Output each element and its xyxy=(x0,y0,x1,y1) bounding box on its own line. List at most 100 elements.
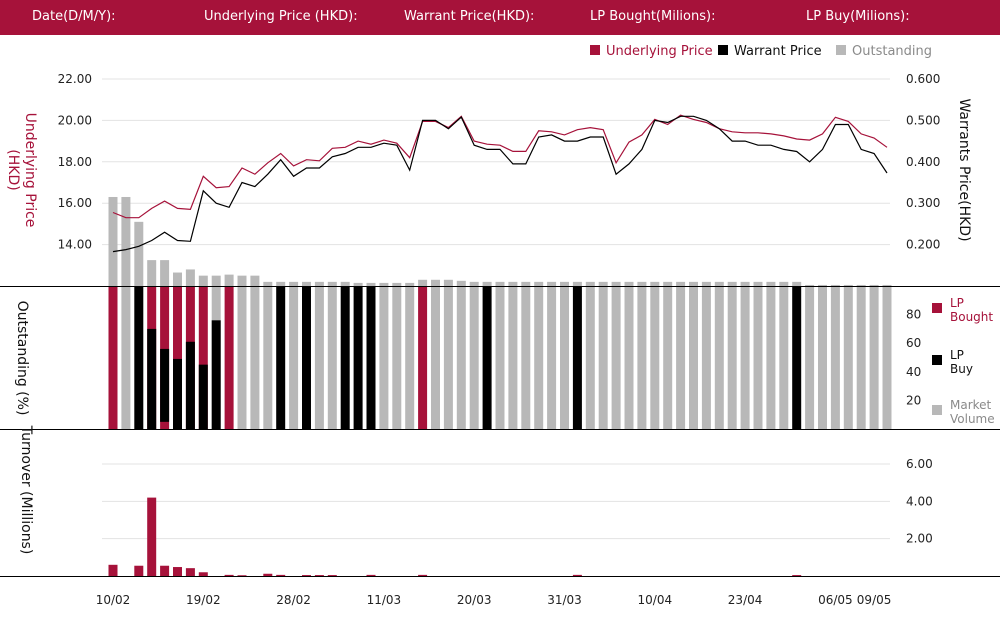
outstanding-pct-bar xyxy=(443,287,453,429)
turnover-bar xyxy=(792,575,802,576)
outstanding-pct-bar xyxy=(431,287,440,429)
turnover-bar xyxy=(418,574,428,576)
outstanding-legend-swatch xyxy=(932,405,942,415)
outstanding-tick-label: 60 xyxy=(906,336,921,350)
outstanding-bar xyxy=(379,282,389,286)
outstanding-bar xyxy=(714,281,724,286)
x-tick-label: 28/02 xyxy=(276,593,311,607)
turnover-tick-label: 4.00 xyxy=(906,494,933,508)
turnover-bar xyxy=(147,497,157,576)
outstanding-pct-bar xyxy=(714,287,724,429)
outstanding-legend-line2: Buy xyxy=(950,362,973,376)
outstanding-pct-bar xyxy=(405,287,415,429)
x-tick-label: 10/04 xyxy=(638,593,673,607)
outstanding-tick-label: 40 xyxy=(906,365,921,379)
turnover-bar xyxy=(366,574,376,576)
outstanding-pct-bar xyxy=(469,287,479,429)
outstanding-pct-bar xyxy=(598,287,608,429)
outstanding-bar xyxy=(611,281,621,286)
x-tick-label: 23/04 xyxy=(728,593,763,607)
lp-buy-segment xyxy=(185,341,195,429)
lp-buy-segment xyxy=(160,348,170,422)
outstanding-bar xyxy=(701,281,711,286)
turnover-bar xyxy=(572,574,582,576)
outstanding-legend-swatch xyxy=(932,355,942,365)
turnover-bar xyxy=(160,565,170,576)
turnover-bar xyxy=(263,573,273,576)
lp-buy-segment xyxy=(173,358,182,429)
outstanding-bar xyxy=(818,284,827,286)
outstanding-bar xyxy=(340,281,350,286)
outstanding-pct-bar xyxy=(701,287,711,429)
left-axis-title-line1: Underlying Price xyxy=(22,113,38,228)
outstanding-pct-bar xyxy=(650,287,660,429)
lp-buy-segment xyxy=(211,320,221,429)
outstanding-bar xyxy=(740,281,750,286)
outstanding-bar xyxy=(547,281,557,286)
left-axis-tick-label: 22.00 xyxy=(58,72,92,86)
outstanding-bar xyxy=(663,281,673,286)
outstanding-pct-bar xyxy=(534,287,544,429)
turnover-bar xyxy=(134,565,144,576)
outstanding-pct-bar xyxy=(314,287,324,429)
outstanding-bar xyxy=(572,281,582,286)
outstanding-pct-bar xyxy=(198,287,208,429)
underlying-price-line xyxy=(112,114,888,219)
turnover-bar xyxy=(237,575,247,576)
outstanding-bar xyxy=(805,284,815,286)
outstanding-pct-bar xyxy=(263,287,273,429)
lp-buy-label: LP Buy(Milions): xyxy=(806,9,910,24)
outstanding-bar xyxy=(198,275,208,286)
outstanding-pct-bar xyxy=(250,287,260,429)
right-axis-tick-label: 0.500 xyxy=(906,113,940,127)
outstanding-bar xyxy=(637,281,647,286)
outstanding-pct-bar xyxy=(302,287,311,429)
outstanding-bar xyxy=(108,196,118,286)
turnover-bar xyxy=(198,572,208,576)
outstanding-bar xyxy=(856,284,866,286)
outstanding-pct-bar xyxy=(482,287,492,429)
outstanding-pct-bar xyxy=(766,287,776,429)
turnover-bar xyxy=(108,564,118,576)
outstanding-bar xyxy=(418,279,428,286)
outstanding-pct-bar xyxy=(882,287,892,429)
outstanding-bar xyxy=(753,281,763,286)
outstanding-bar xyxy=(134,221,144,286)
outstanding-bar xyxy=(650,281,660,286)
outstanding-bar xyxy=(211,275,221,286)
outstanding-pct-bar xyxy=(224,287,234,429)
outstanding-pct-bar xyxy=(366,287,376,429)
legend-label: Outstanding xyxy=(852,44,932,59)
outstanding-bar xyxy=(237,275,247,286)
outstanding-bar xyxy=(366,282,376,286)
right-axis-tick-label: 0.600 xyxy=(906,72,940,86)
turnover-bar xyxy=(224,574,234,576)
right-axis-tick-label: 0.200 xyxy=(906,238,940,252)
outstanding-bar xyxy=(353,282,363,286)
turnover-tick-label: 6.00 xyxy=(906,457,933,471)
outstanding-pct-bar xyxy=(173,287,182,429)
date-label: Date(D/M/Y): xyxy=(32,9,116,24)
outstanding-pct-bar xyxy=(869,287,879,429)
outstanding-bar xyxy=(676,281,686,286)
outstanding-pct-bar xyxy=(740,287,750,429)
outstanding-legend-line1: Market xyxy=(950,398,992,412)
lp-buy-segment xyxy=(198,364,208,429)
outstanding-legend-line1: LP xyxy=(950,348,964,362)
lp-buy-segment xyxy=(147,328,157,429)
turnover-bar xyxy=(276,574,286,576)
legend-swatch xyxy=(836,45,846,55)
outstanding-bar xyxy=(431,279,440,286)
outstanding-pct-bar xyxy=(521,287,531,429)
outstanding-pct-bar xyxy=(727,287,737,429)
outstanding-pct-bar xyxy=(676,287,686,429)
x-tick-label: 20/03 xyxy=(457,593,492,607)
outstanding-bar xyxy=(302,281,311,286)
right-axis-tick-label: 0.400 xyxy=(906,155,940,169)
outstanding-legend-line2: Bought xyxy=(950,310,993,324)
left-axis-tick-label: 16.00 xyxy=(58,196,92,210)
outstanding-bar xyxy=(482,281,492,286)
outstanding-bar xyxy=(624,281,634,286)
outstanding-pct-bar xyxy=(624,287,634,429)
x-tick-label: 06/05 xyxy=(818,593,853,607)
